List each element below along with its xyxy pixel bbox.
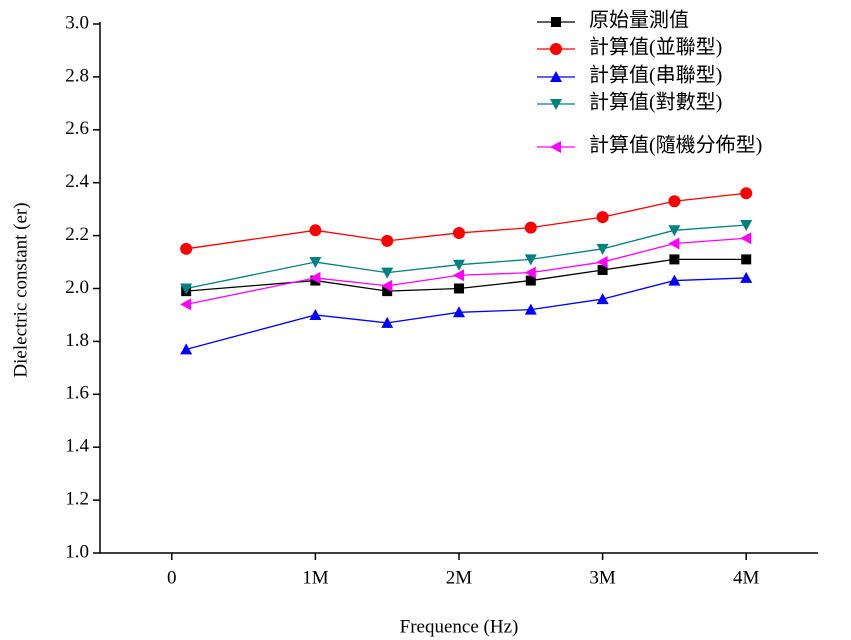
data-point bbox=[180, 283, 193, 295]
data-point bbox=[524, 254, 537, 266]
legend-marker bbox=[550, 43, 562, 55]
data-point bbox=[596, 211, 609, 224]
data-point bbox=[381, 279, 393, 292]
data-point bbox=[382, 286, 393, 297]
data-point bbox=[669, 254, 680, 265]
y-tick-label: 1.8 bbox=[65, 330, 89, 351]
data-point bbox=[596, 256, 608, 269]
data-point bbox=[309, 224, 322, 237]
data-point bbox=[740, 232, 752, 245]
data-point bbox=[381, 316, 394, 328]
legend-marker bbox=[550, 99, 562, 110]
data-point bbox=[525, 275, 536, 286]
data-point bbox=[740, 187, 753, 200]
data-point bbox=[453, 226, 465, 239]
data-point bbox=[668, 237, 680, 250]
y-tick-label: 1.0 bbox=[65, 541, 89, 562]
y-axis-title: Dielectric constant (er) bbox=[10, 202, 31, 377]
x-tick-label: 1M bbox=[302, 567, 329, 588]
y-tick-label: 2.8 bbox=[65, 65, 89, 86]
y-tick-label: 1.6 bbox=[65, 383, 89, 404]
data-point bbox=[668, 274, 681, 286]
data-point bbox=[596, 243, 609, 255]
series-line bbox=[185, 277, 747, 350]
data-point bbox=[453, 269, 464, 282]
y-tick-label: 3.0 bbox=[65, 12, 89, 33]
data-point bbox=[180, 343, 193, 355]
x-tick-label: 3M bbox=[589, 567, 616, 588]
data-point bbox=[740, 271, 753, 283]
data-point bbox=[740, 220, 753, 232]
data-point bbox=[524, 266, 536, 279]
legend-marker bbox=[550, 71, 562, 82]
x-tick-label: 0 bbox=[167, 567, 177, 588]
data-point bbox=[596, 293, 609, 305]
series-line bbox=[186, 258, 747, 292]
legend-label: 計算值(對數型) bbox=[589, 91, 722, 114]
data-point bbox=[381, 267, 394, 279]
data-point bbox=[180, 298, 192, 311]
data-point bbox=[524, 303, 537, 315]
data-point bbox=[454, 283, 464, 294]
x-tick-label: 2M bbox=[446, 567, 473, 588]
data-point bbox=[453, 259, 465, 271]
y-tick-label: 1.4 bbox=[65, 436, 89, 457]
legend-marker bbox=[550, 141, 561, 153]
y-tick-label: 2.6 bbox=[65, 118, 89, 139]
legend-label: 計算值(隨機分佈型) bbox=[589, 134, 762, 157]
y-tick-label: 2.4 bbox=[65, 171, 89, 192]
series-line bbox=[186, 224, 747, 290]
x-tick-label: 4M bbox=[733, 567, 760, 588]
data-point bbox=[453, 306, 465, 318]
data-point bbox=[668, 225, 681, 237]
data-point bbox=[524, 221, 537, 234]
data-point bbox=[309, 257, 322, 269]
data-point bbox=[741, 254, 752, 265]
data-point bbox=[180, 242, 193, 255]
data-point bbox=[597, 264, 608, 275]
legend-label: 計算值(串聯型) bbox=[589, 64, 722, 87]
series-line bbox=[186, 237, 747, 306]
legend-marker bbox=[551, 17, 561, 27]
y-tick-label: 1.2 bbox=[65, 488, 89, 509]
legend-label: 計算值(並聯型) bbox=[589, 36, 722, 59]
y-tick-label: 2.2 bbox=[65, 224, 89, 245]
data-point bbox=[309, 271, 321, 284]
series-line bbox=[186, 192, 747, 250]
data-point bbox=[668, 195, 681, 208]
data-point bbox=[309, 308, 322, 320]
x-axis-title: Frequence (Hz) bbox=[400, 616, 519, 637]
y-tick-label: 2.0 bbox=[65, 277, 89, 298]
legend-label: 原始量測值 bbox=[589, 9, 689, 32]
data-point bbox=[381, 234, 394, 247]
